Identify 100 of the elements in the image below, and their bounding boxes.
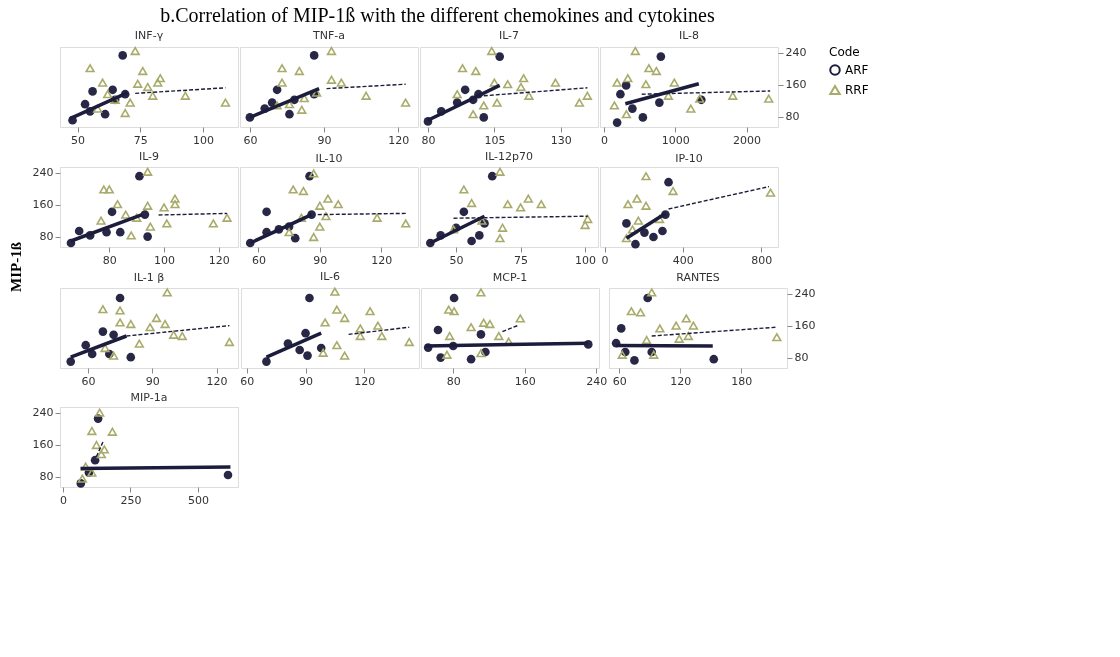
point — [669, 78, 680, 87]
point — [288, 185, 298, 194]
y-tick-label: 240 — [32, 406, 54, 420]
point — [130, 46, 140, 56]
point — [655, 98, 664, 107]
point — [115, 227, 125, 237]
point — [102, 90, 113, 99]
point — [333, 200, 343, 209]
point — [160, 319, 170, 329]
point — [404, 337, 414, 347]
point — [623, 200, 633, 209]
point — [340, 351, 350, 360]
point — [104, 185, 114, 194]
point — [400, 98, 411, 107]
x-tick-label: 180 — [731, 374, 753, 388]
point — [503, 200, 513, 209]
point — [466, 198, 477, 208]
point — [115, 306, 125, 315]
point — [609, 101, 620, 110]
point — [494, 331, 504, 341]
x-tick-label: 100 — [192, 133, 214, 147]
x-tick-label: 120 — [354, 374, 376, 388]
point — [315, 201, 325, 210]
x-tick-label: 160 — [514, 374, 536, 388]
x-tick-label: 90 — [145, 374, 160, 388]
point — [177, 331, 187, 341]
point — [115, 318, 125, 327]
point — [355, 324, 365, 333]
point — [638, 113, 648, 122]
point — [118, 51, 128, 60]
point — [162, 219, 172, 228]
point — [459, 185, 469, 194]
point — [138, 66, 148, 76]
point — [125, 98, 135, 107]
x-tick-label: 100 — [575, 253, 597, 267]
point — [574, 98, 585, 107]
point — [495, 234, 505, 243]
point — [644, 64, 654, 73]
y2-tick-label: 160 — [794, 319, 816, 333]
point — [74, 226, 84, 236]
point — [444, 305, 454, 314]
chart-title: RANTES — [676, 270, 720, 284]
point — [143, 232, 152, 241]
point — [656, 52, 666, 61]
point — [487, 171, 497, 181]
point — [108, 85, 117, 95]
y-tick-label: 240 — [32, 166, 54, 180]
point — [475, 231, 484, 240]
text: MIP-1ß — [8, 242, 24, 292]
x-tick-label: 2000 — [733, 133, 762, 147]
point — [100, 109, 110, 119]
point — [121, 210, 131, 219]
point — [133, 79, 143, 88]
y-tick-label: 80 — [39, 470, 54, 484]
point — [298, 186, 309, 196]
point — [277, 64, 287, 73]
point — [449, 307, 459, 316]
point — [308, 232, 319, 242]
point — [272, 101, 282, 110]
point — [305, 293, 314, 303]
y2-tick-label: 240 — [794, 287, 816, 301]
point — [476, 349, 486, 358]
x-tick-label: 90 — [317, 133, 332, 147]
point — [126, 319, 136, 329]
point — [641, 335, 652, 345]
point — [145, 323, 155, 332]
point — [126, 231, 136, 240]
x-tick-label: 0 — [601, 253, 609, 267]
point — [622, 219, 631, 228]
point — [523, 194, 534, 203]
point — [224, 337, 235, 347]
point — [88, 87, 97, 96]
point — [649, 232, 658, 242]
point — [332, 341, 342, 350]
point — [632, 194, 642, 203]
chart-title: IL-6 — [319, 270, 341, 284]
point — [140, 210, 150, 219]
point — [222, 213, 232, 222]
point — [550, 78, 561, 87]
point — [99, 445, 109, 454]
point — [647, 288, 657, 297]
point — [91, 440, 102, 450]
point — [623, 74, 633, 83]
x-tick-label: 75 — [514, 253, 529, 267]
point — [285, 109, 294, 119]
point — [326, 75, 337, 84]
point — [315, 222, 325, 231]
chart-title: IL-10 — [315, 151, 343, 165]
point — [683, 331, 694, 341]
point — [476, 330, 486, 339]
x-tick-label: 100 — [154, 253, 176, 267]
point — [308, 169, 319, 178]
point — [674, 334, 684, 343]
point — [272, 85, 282, 95]
point — [180, 91, 191, 100]
point — [142, 201, 153, 210]
point — [96, 216, 106, 225]
point — [290, 233, 300, 243]
y-tick-label: 160 — [32, 198, 54, 212]
point — [301, 328, 310, 338]
